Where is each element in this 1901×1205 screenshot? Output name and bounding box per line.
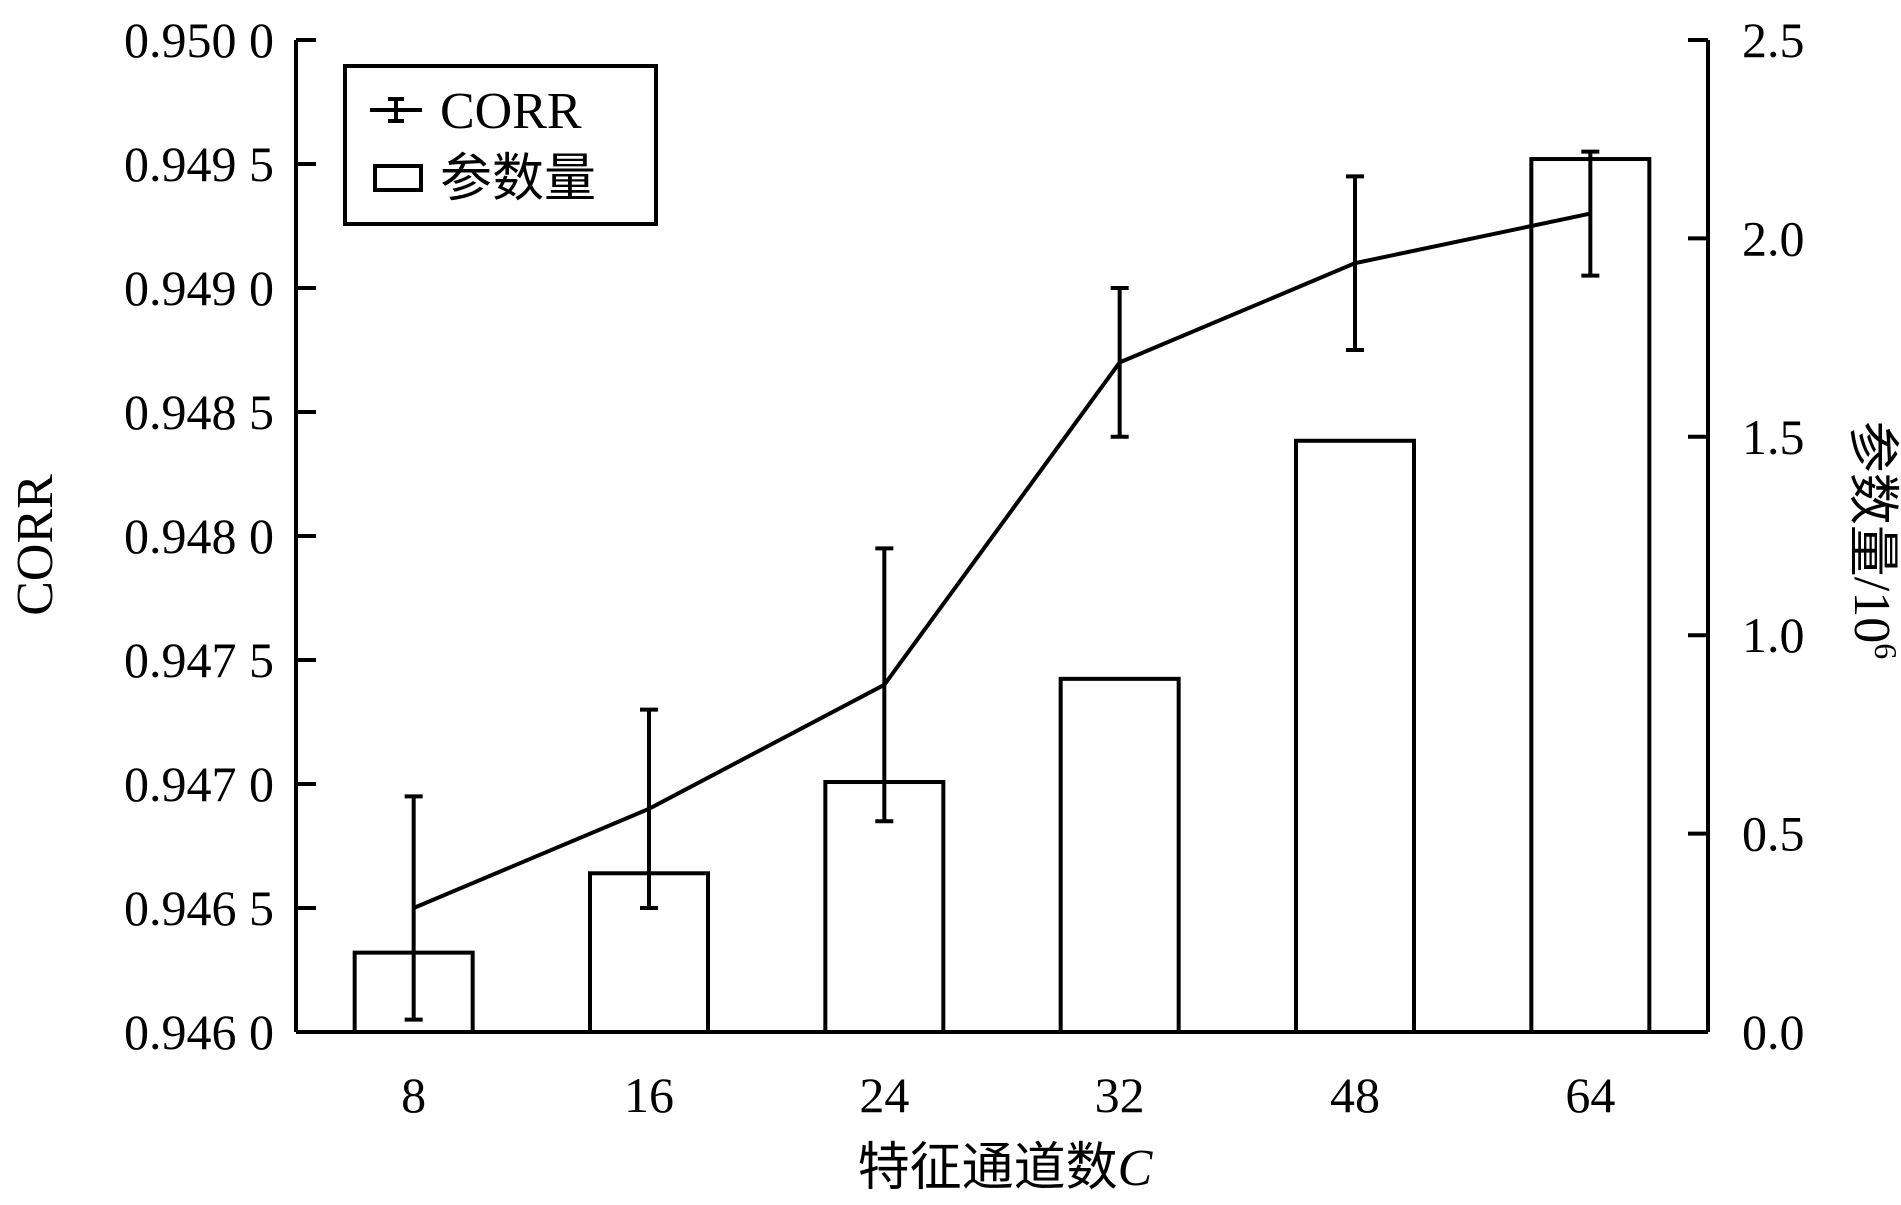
right-y-tick-label: 0.0 [1742,1004,1805,1060]
left-y-tick-label: 0.946 5 [124,880,274,936]
left-y-tick-label: 0.950 0 [124,12,274,68]
left-y-tick-label: 0.947 0 [124,756,274,812]
right-y-axis-title-text: 参数量/10 [1843,421,1900,643]
left-y-tick-label: 0.948 0 [124,508,274,564]
legend: CORR 参数量 [343,64,658,226]
right-y-tick-label: 1.5 [1742,409,1805,465]
right-y-ticks: 0.0 0.5 1.0 1.5 2.0 2.5 [1688,12,1805,1060]
right-y-tick-label: 0.5 [1742,806,1805,862]
left-y-tick-label: 0.949 0 [124,260,274,316]
x-axis-title: 特征通道数C [858,1140,1154,1197]
left-y-tick-label: 0.948 5 [124,384,274,440]
right-y-axis-title-exponent: 6 [1868,643,1901,659]
x-tick-label: 8 [401,1067,426,1123]
x-tick-label: 64 [1565,1067,1615,1123]
left-y-tick-label: 0.946 0 [124,1004,274,1060]
left-y-ticks: 0.946 0 0.946 5 0.947 0 0.947 5 0.948 0 0.948… [124,12,316,1060]
params-bar [1058,676,1181,1035]
x-axis-title-variable: C [1118,1140,1154,1197]
x-tick-label: 16 [624,1067,674,1123]
x-ticks: 8 16 24 32 48 64 [401,1067,1615,1123]
left-y-axis-title: CORR [7,474,64,616]
legend-params-label: 参数量 [440,151,596,208]
right-y-tick-label: 2.0 [1742,210,1805,266]
legend-corr-symbol [370,97,422,123]
legend-corr-label: CORR [440,83,582,140]
x-tick-label: 48 [1330,1067,1380,1123]
right-y-tick-label: 2.5 [1742,12,1805,68]
corr-line-layer [412,211,1591,910]
params-bar [1529,157,1652,1035]
errorbars-layer [404,149,1600,1022]
left-y-tick-label: 0.947 5 [124,632,274,688]
x-tick-label: 24 [859,1067,909,1123]
legend-frame [343,64,658,226]
legend-params-symbol [373,164,423,192]
left-y-tick-label: 0.949 5 [124,136,274,192]
x-axis-title-text: 特征通道数 [858,1140,1118,1197]
params-bar [1294,438,1416,1034]
right-y-tick-label: 1.0 [1742,607,1805,663]
right-y-axis-title: 参数量/106 [1843,421,1901,659]
x-tick-label: 32 [1095,1067,1145,1123]
bars-layer [352,157,1652,1035]
corr-line [412,211,1591,910]
